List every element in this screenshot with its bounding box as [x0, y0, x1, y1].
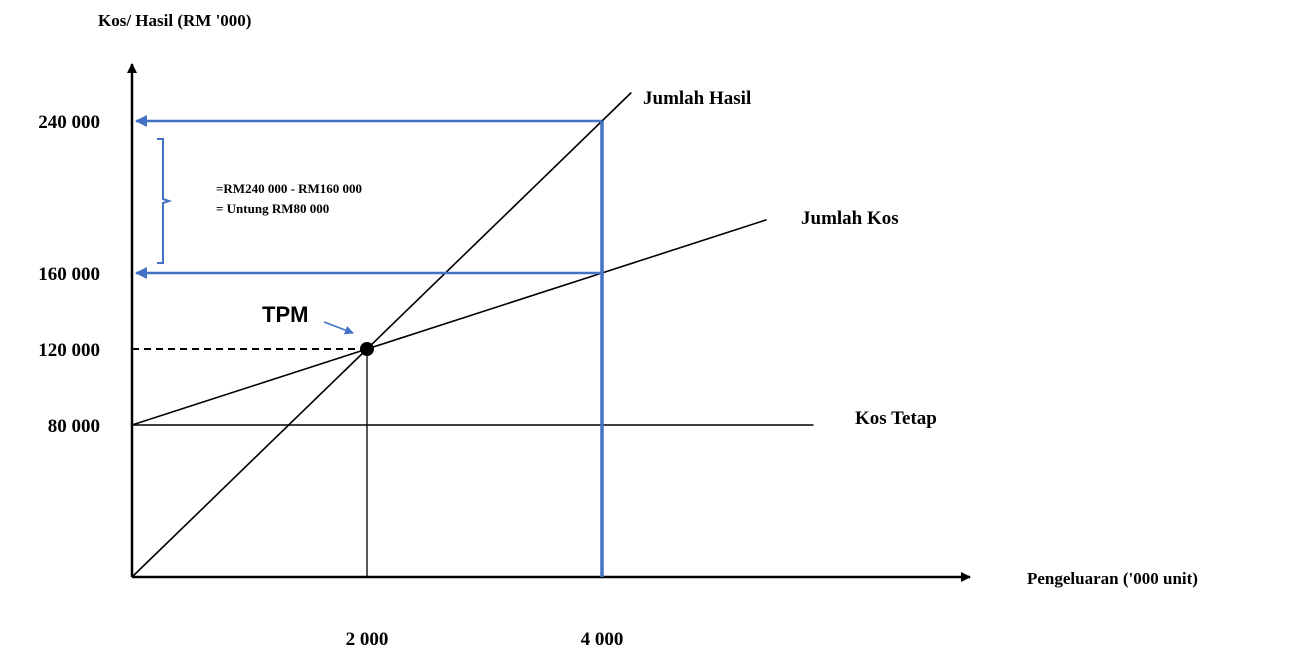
series-label-kos-tetap: Kos Tetap	[855, 408, 937, 429]
x-tick-label: 4 000	[581, 629, 624, 650]
y-tick-label: 160 000	[38, 264, 100, 285]
profit-annotation-line1: =RM240 000 - RM160 000	[216, 181, 362, 196]
y-tick-label: 240 000	[38, 112, 100, 133]
profit-brace	[157, 139, 169, 263]
break-even-label: TPM	[262, 302, 308, 327]
y-tick-label: 120 000	[38, 340, 100, 361]
break-even-point	[360, 342, 374, 356]
x-tick-label: 2 000	[346, 629, 389, 650]
y-tick-label: 80 000	[48, 416, 100, 437]
series-line-jumlah-hasil	[132, 93, 631, 578]
series-line-jumlah-kos	[132, 220, 767, 425]
series-label-jumlah-hasil: Jumlah Hasil	[643, 88, 751, 109]
break-even-arrow	[324, 322, 353, 333]
y-axis-label: Kos/ Hasil (RM '000)	[98, 11, 251, 30]
profit-annotation-line2: = Untung RM80 000	[216, 201, 329, 216]
x-axis-label: Pengeluaran ('000 unit)	[1027, 569, 1198, 588]
series-label-jumlah-kos: Jumlah Kos	[801, 208, 899, 229]
